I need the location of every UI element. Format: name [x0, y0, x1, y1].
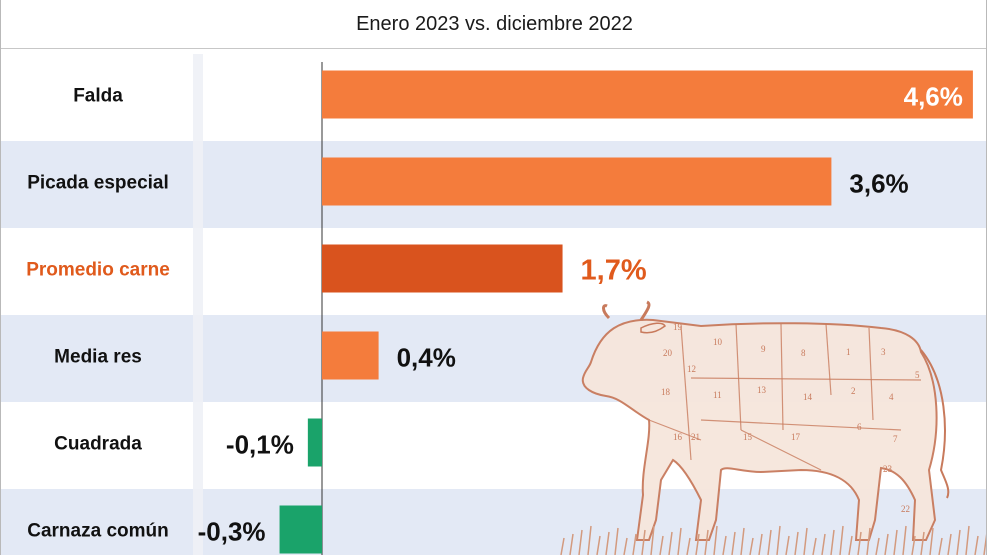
cut-number: 15 — [743, 432, 753, 442]
cow-cut-line — [700, 419, 902, 431]
cut-number: 7 — [893, 434, 898, 444]
bar — [322, 331, 379, 380]
value-label: -0,1% — [226, 430, 294, 460]
bar — [322, 244, 563, 293]
cut-number: 11 — [713, 390, 722, 400]
bar — [307, 418, 322, 467]
value-label: 4,6% — [904, 82, 963, 112]
category-label: Carnaza común — [27, 521, 168, 542]
grass — [560, 525, 986, 555]
cut-number: 2 — [851, 386, 856, 396]
cut-number: 21 — [691, 432, 700, 442]
cut-number: 22 — [901, 504, 910, 514]
cow-cut-line — [648, 419, 702, 441]
cut-number: 6 — [857, 422, 862, 432]
value-label: 3,6% — [849, 169, 908, 199]
cow-cut-line — [740, 429, 822, 471]
cut-number: 14 — [803, 392, 813, 402]
chart-title: Enero 2023 vs. diciembre 2022 — [1, 0, 986, 49]
cow-ear — [640, 322, 666, 334]
cow-tail — [920, 349, 950, 499]
value-label: -0,3% — [198, 517, 266, 547]
cow-cut-line — [680, 325, 692, 461]
cow-horns — [602, 300, 651, 321]
cut-number: 3 — [881, 347, 886, 357]
cow-cut-line — [825, 323, 832, 396]
label-panel-divider — [193, 54, 203, 555]
cow-cut-line — [868, 327, 874, 421]
cut-number: 9 — [761, 344, 766, 354]
cut-number: 10 — [713, 337, 723, 347]
category-label: Media res — [54, 347, 142, 368]
cut-number: 13 — [757, 385, 767, 395]
cow-cut-line — [780, 323, 784, 431]
cow-cut-line — [735, 323, 742, 431]
cut-number: 16 — [673, 432, 683, 442]
value-label: 1,7% — [581, 255, 647, 287]
category-label: Picada especial — [27, 173, 169, 194]
cut-number: 4 — [889, 392, 894, 402]
cut-number: 12 — [687, 364, 696, 374]
cut-number: 19 — [673, 322, 683, 332]
cut-number: 20 — [663, 348, 673, 358]
bar — [279, 505, 322, 554]
cut-number: 23 — [883, 464, 893, 474]
bar — [322, 70, 973, 119]
cut-number: 17 — [791, 432, 801, 442]
category-label: Cuadrada — [54, 434, 142, 455]
cut-number: 5 — [915, 370, 920, 380]
cow-body — [581, 318, 938, 541]
cut-number: 1 — [846, 347, 851, 357]
cut-number: 8 — [801, 348, 806, 358]
value-label: 0,4% — [397, 343, 456, 373]
row-background — [1, 489, 986, 555]
bar — [322, 157, 832, 206]
cut-number: 18 — [661, 387, 671, 397]
cow-cut-line — [690, 377, 922, 381]
category-label: Falda — [73, 86, 123, 107]
category-label: Promedio carne — [26, 260, 170, 281]
